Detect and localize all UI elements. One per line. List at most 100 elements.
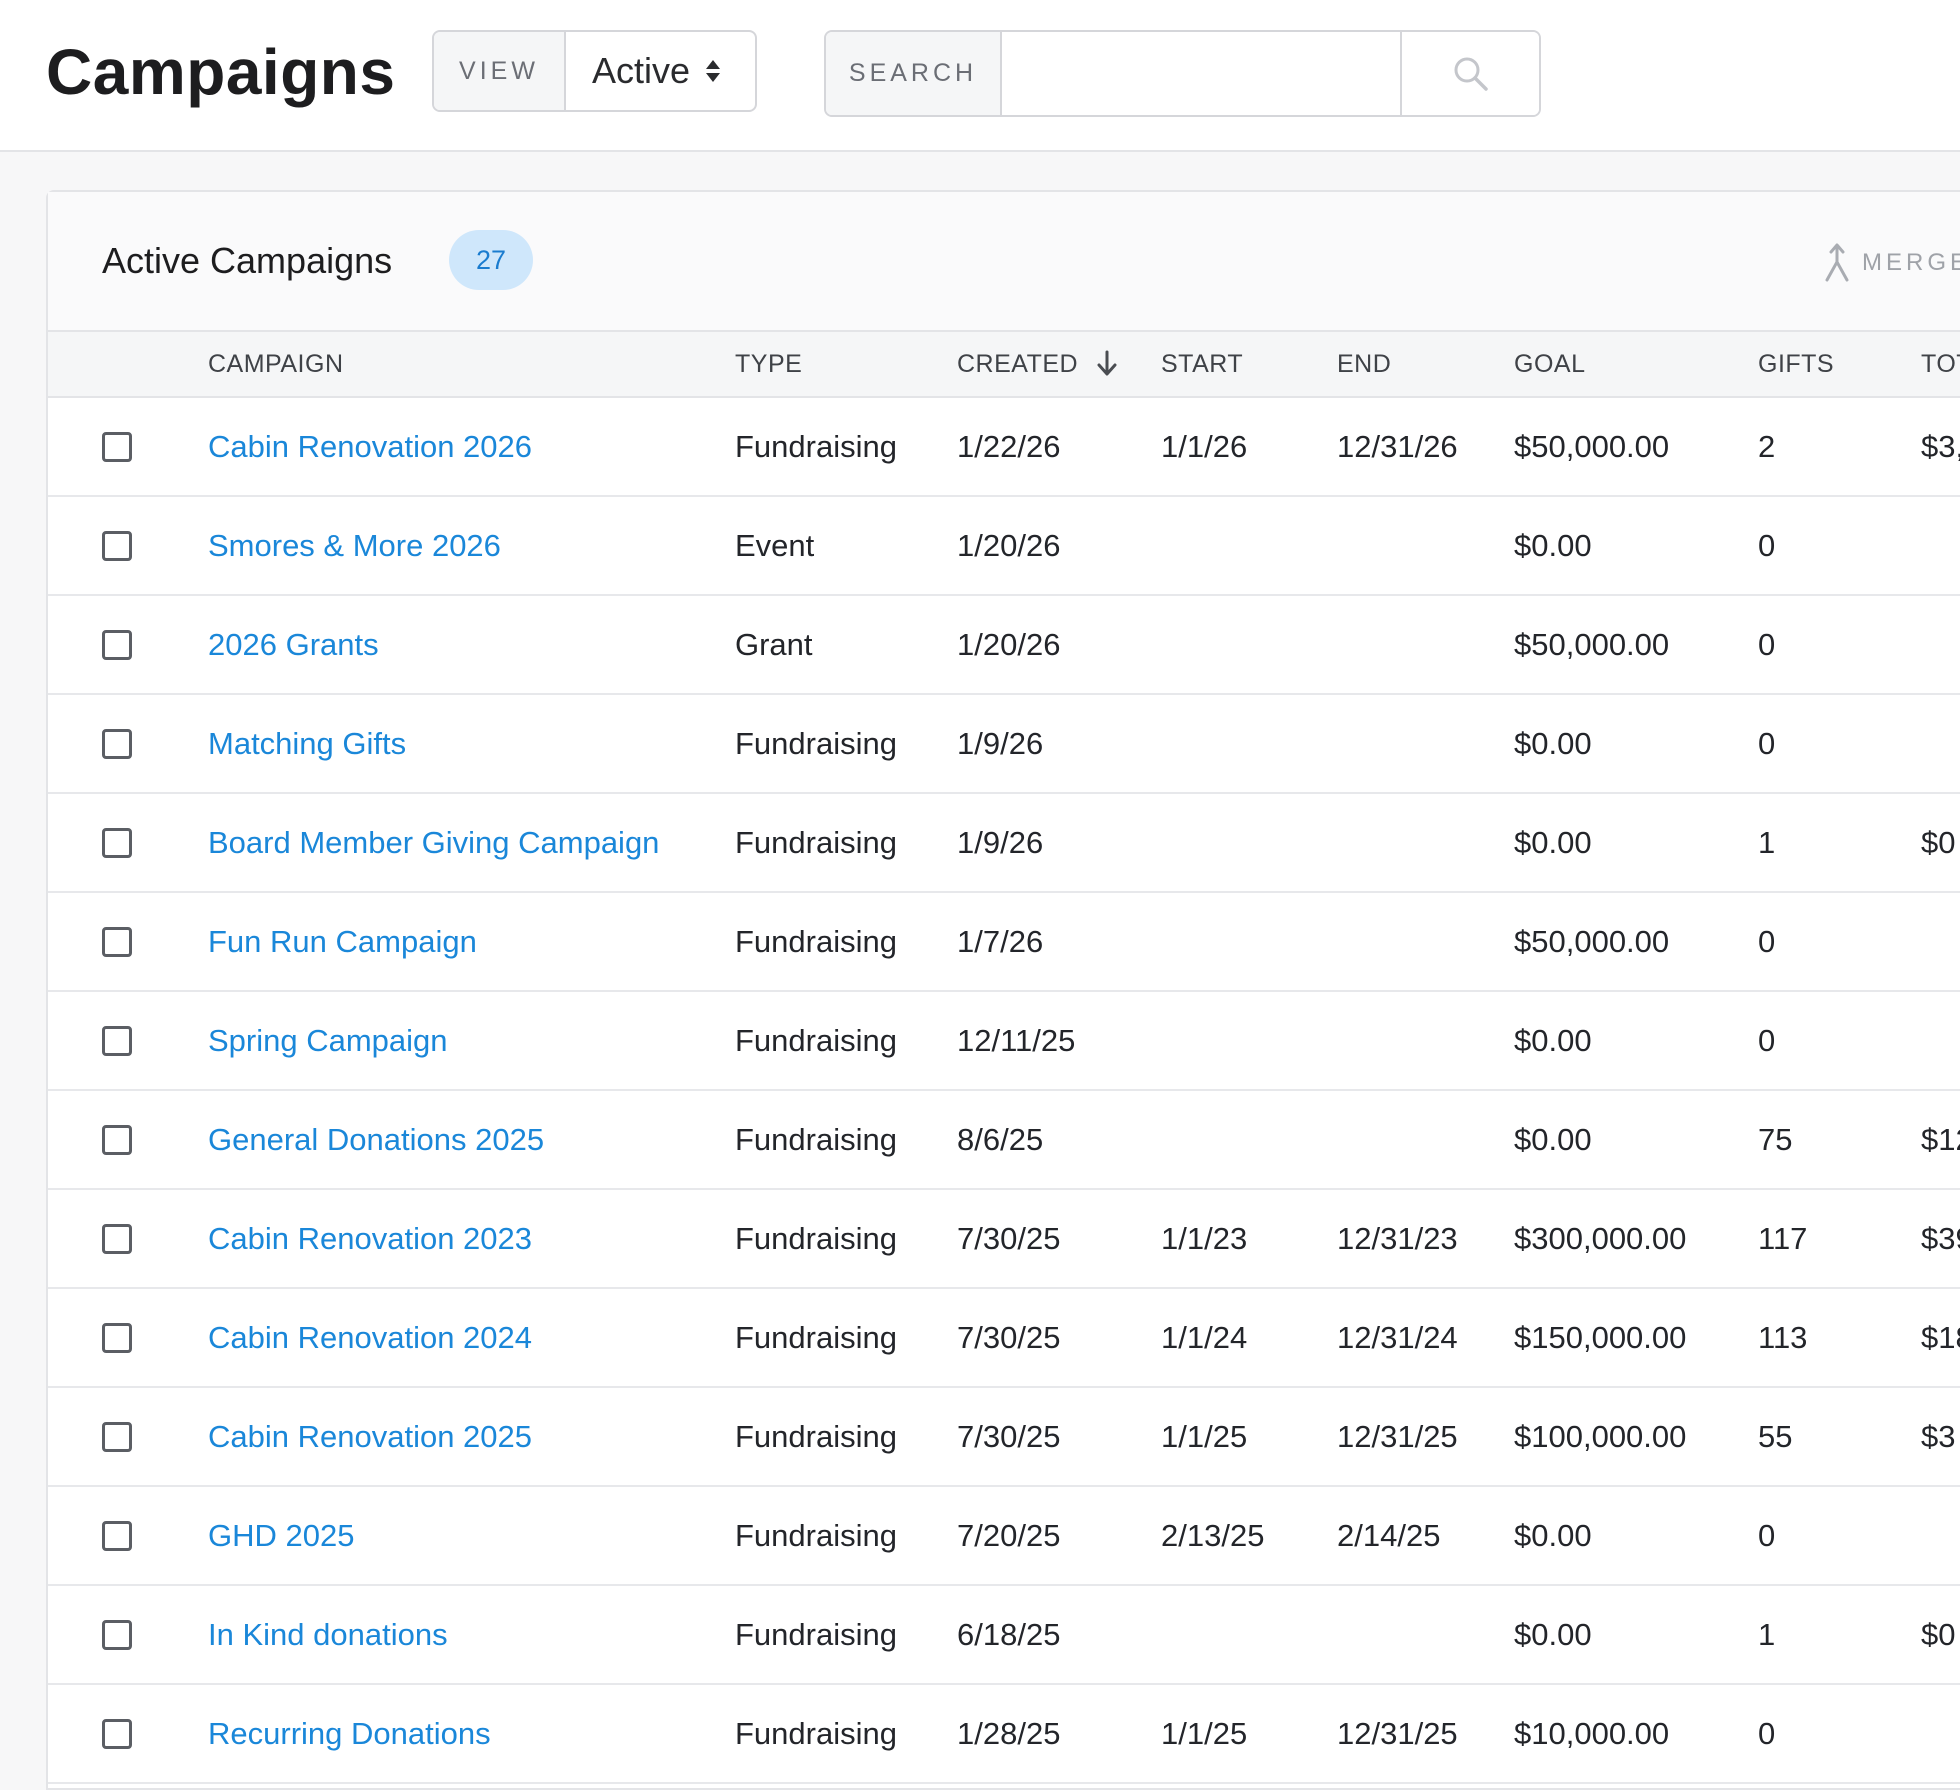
cell-created: 7/30/25 bbox=[957, 1221, 1061, 1256]
cell-type: Fundraising bbox=[735, 1221, 897, 1256]
cell-end: 12/31/23 bbox=[1337, 1221, 1458, 1256]
column-header-total[interactable]: TOTAL bbox=[1921, 350, 1960, 378]
row-checkbox[interactable] bbox=[102, 630, 132, 660]
column-header-end[interactable]: END bbox=[1337, 350, 1392, 378]
merge-button[interactable]: MERGE bbox=[1822, 242, 1960, 284]
cell-created: 1/28/25 bbox=[957, 1716, 1061, 1751]
row-checkbox[interactable] bbox=[102, 1323, 132, 1353]
campaign-link[interactable]: Matching Gifts bbox=[208, 726, 407, 761]
search-input[interactable] bbox=[1002, 32, 1402, 115]
table-row: Smores & More 2026 Event 1/20/26 $0.00 0 bbox=[48, 497, 1960, 596]
cell-type: Event bbox=[735, 528, 815, 563]
row-checkbox[interactable] bbox=[102, 1224, 132, 1254]
card-header: Active Campaigns 27 MERGE bbox=[48, 192, 1960, 332]
column-header-gifts[interactable]: GIFTS bbox=[1758, 350, 1835, 378]
cell-goal: $50,000.00 bbox=[1514, 429, 1670, 464]
campaign-link[interactable]: In Kind donations bbox=[208, 1617, 448, 1652]
cell-type: Fundraising bbox=[735, 429, 897, 464]
cell-created: 7/30/25 bbox=[957, 1320, 1061, 1355]
page-title: Campaigns bbox=[46, 36, 396, 108]
table-row: Cabin Renovation 2026 Fundraising 1/22/26 1… bbox=[48, 398, 1960, 497]
view-label: VIEW bbox=[434, 32, 566, 110]
campaign-link[interactable]: Spring Campaign bbox=[208, 1023, 448, 1058]
cell-total: $0 bbox=[1921, 825, 1956, 860]
campaign-link[interactable]: GHD 2025 bbox=[208, 1518, 355, 1553]
column-header-type[interactable]: TYPE bbox=[735, 350, 803, 378]
cell-gifts: 0 bbox=[1758, 726, 1776, 761]
cell-created: 7/20/25 bbox=[957, 1518, 1061, 1553]
merge-label: MERGE bbox=[1862, 249, 1960, 276]
row-checkbox[interactable] bbox=[102, 1521, 132, 1551]
row-checkbox[interactable] bbox=[102, 531, 132, 561]
cell-gifts: 55 bbox=[1758, 1419, 1793, 1454]
cell-total: $0 bbox=[1921, 1617, 1956, 1652]
row-checkbox[interactable] bbox=[102, 729, 132, 759]
table-row: Cabin Renovation 2024 Fundraising 7/30/25 1… bbox=[48, 1289, 1960, 1388]
campaign-link[interactable]: Cabin Renovation 2025 bbox=[208, 1419, 533, 1454]
column-header-created-label: CREATED bbox=[957, 350, 1079, 378]
cell-total: $3 bbox=[1921, 1419, 1956, 1454]
cell-goal: $50,000.00 bbox=[1514, 924, 1670, 959]
row-checkbox[interactable] bbox=[102, 828, 132, 858]
view-select-value: Active bbox=[592, 50, 691, 91]
table-row: In Kind donations Fundraising 6/18/25 $0.00… bbox=[48, 1586, 1960, 1685]
cell-gifts: 117 bbox=[1758, 1221, 1808, 1256]
cell-type: Fundraising bbox=[735, 1716, 897, 1751]
table-row: Recurring Donations Fundraising 1/28/25 1/1… bbox=[48, 1685, 1960, 1784]
campaign-link[interactable]: Smores & More 2026 bbox=[208, 528, 501, 563]
campaign-link[interactable]: Cabin Renovation 2026 bbox=[208, 429, 533, 464]
cell-goal: $0.00 bbox=[1514, 1617, 1592, 1652]
row-checkbox[interactable] bbox=[102, 432, 132, 462]
cell-gifts: 0 bbox=[1758, 924, 1776, 959]
search-button[interactable] bbox=[1402, 32, 1539, 115]
cell-created: 1/9/26 bbox=[957, 825, 1044, 860]
table-row: General Donations 2025 Fundraising 8/6/25 $… bbox=[48, 1091, 1960, 1190]
campaigns-card: Active Campaigns 27 MERGE CAMPAIGN TYPE … bbox=[46, 190, 1960, 1790]
cell-gifts: 1 bbox=[1758, 825, 1776, 860]
row-checkbox[interactable] bbox=[102, 1422, 132, 1452]
cell-gifts: 0 bbox=[1758, 1023, 1776, 1058]
table-row: Cabin Renovation 2025 Fundraising 7/30/25 1… bbox=[48, 1388, 1960, 1487]
row-checkbox[interactable] bbox=[102, 1719, 132, 1749]
search-icon bbox=[1454, 57, 1488, 91]
table-row: 2026 Grants Grant 1/20/26 $50,000.00 0 bbox=[48, 596, 1960, 695]
cell-goal: $0.00 bbox=[1514, 528, 1592, 563]
cell-goal: $10,000.00 bbox=[1514, 1716, 1670, 1751]
cell-type: Fundraising bbox=[735, 1617, 897, 1652]
table-row: Matching Gifts Fundraising 1/9/26 $0.00 0 bbox=[48, 695, 1960, 794]
column-header-campaign[interactable]: CAMPAIGN bbox=[208, 350, 344, 378]
campaign-link[interactable]: Cabin Renovation 2024 bbox=[208, 1320, 533, 1355]
campaign-link[interactable]: Recurring Donations bbox=[208, 1716, 491, 1751]
table-row: Spring Campaign Fundraising 12/11/25 $0.00 0 bbox=[48, 992, 1960, 1091]
cell-goal: $0.00 bbox=[1514, 825, 1592, 860]
cell-end: 12/31/25 bbox=[1337, 1716, 1458, 1751]
top-bar: Campaigns VIEW Active SEARCH bbox=[0, 0, 1960, 152]
column-header-goal[interactable]: GOAL bbox=[1514, 350, 1586, 378]
table-row: Cabin Renovation 2023 Fundraising 7/30/25 1… bbox=[48, 1190, 1960, 1289]
cell-start: 1/1/25 bbox=[1161, 1716, 1248, 1751]
column-header-created[interactable]: CREATED bbox=[957, 332, 1118, 396]
cell-created: 1/20/26 bbox=[957, 627, 1061, 662]
cell-type: Fundraising bbox=[735, 825, 897, 860]
campaign-link[interactable]: Board Member Giving Campaign bbox=[208, 825, 660, 860]
row-checkbox[interactable] bbox=[102, 1026, 132, 1056]
search-label: SEARCH bbox=[826, 32, 1002, 115]
row-checkbox[interactable] bbox=[102, 1620, 132, 1650]
cell-goal: $0.00 bbox=[1514, 1122, 1592, 1157]
row-checkbox[interactable] bbox=[102, 927, 132, 957]
cell-gifts: 2 bbox=[1758, 429, 1776, 464]
count-badge: 27 bbox=[449, 230, 533, 290]
cell-type: Grant bbox=[735, 627, 813, 662]
campaign-link[interactable]: 2026 Grants bbox=[208, 627, 379, 662]
cell-created: 8/6/25 bbox=[957, 1122, 1044, 1157]
cell-goal: $0.00 bbox=[1514, 1023, 1592, 1058]
table-row: Fun Run Campaign Fundraising 1/7/26 $50,000… bbox=[48, 893, 1960, 992]
row-checkbox[interactable] bbox=[102, 1125, 132, 1155]
card-title: Active Campaigns bbox=[102, 240, 393, 281]
column-header-start[interactable]: START bbox=[1161, 350, 1244, 378]
campaign-link[interactable]: Fun Run Campaign bbox=[208, 924, 477, 959]
view-select[interactable]: Active bbox=[566, 32, 755, 110]
campaign-link[interactable]: General Donations 2025 bbox=[208, 1122, 545, 1157]
campaign-link[interactable]: Cabin Renovation 2023 bbox=[208, 1221, 533, 1256]
cell-goal: $0.00 bbox=[1514, 1518, 1592, 1553]
